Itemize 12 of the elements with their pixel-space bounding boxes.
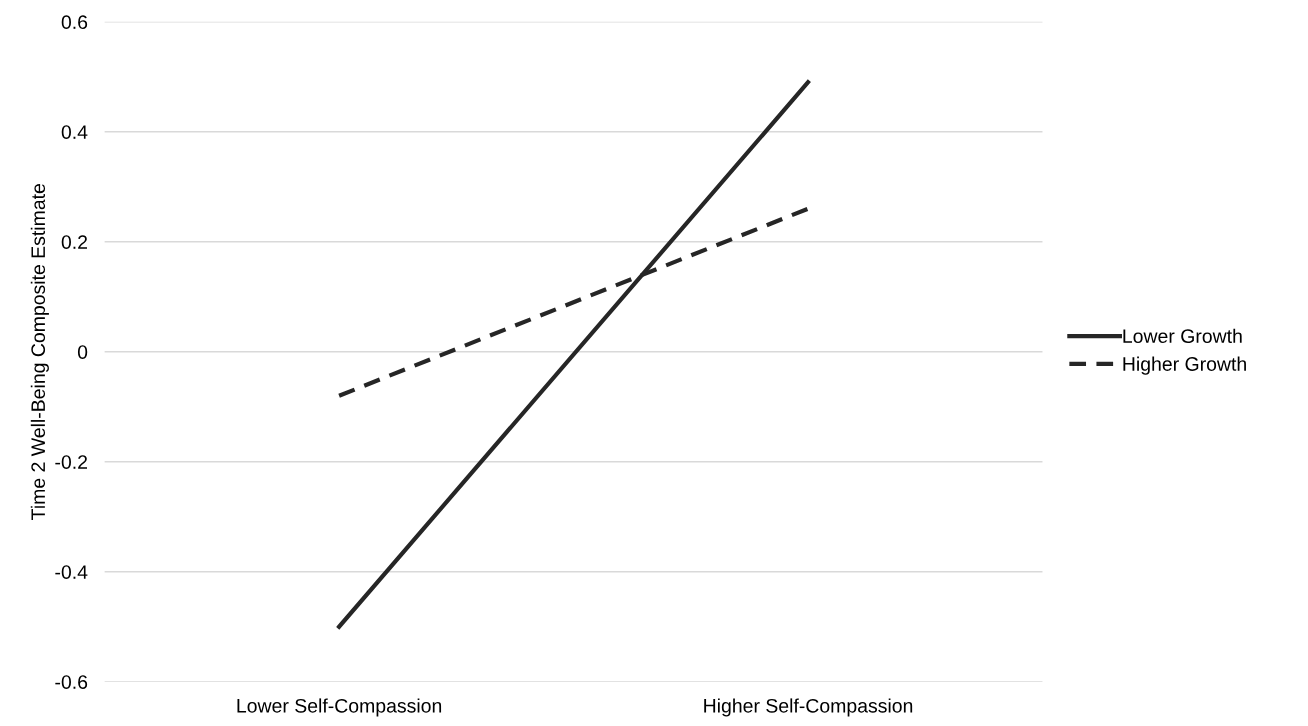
y-tick-label: -0.2 <box>55 455 87 469</box>
y-tick-label: 0 <box>77 345 88 359</box>
y-axis-title: Time 2 Well-Being Composite Estimate <box>30 184 49 520</box>
legend-label: Higher Growth <box>1123 356 1246 375</box>
y-tick-label: 0.4 <box>61 125 88 140</box>
y-tick-label: 0.2 <box>61 235 87 249</box>
legend-label: Lower Growth <box>1123 328 1242 344</box>
y-tick-label: 0.6 <box>61 15 88 30</box>
x-tick-label: Higher Self-Compassion <box>704 698 913 717</box>
y-tick-label: -0.6 <box>55 675 88 689</box>
x-tick-label: Lower Self-Compassion <box>237 698 442 717</box>
y-tick-label: -0.4 <box>55 565 88 579</box>
